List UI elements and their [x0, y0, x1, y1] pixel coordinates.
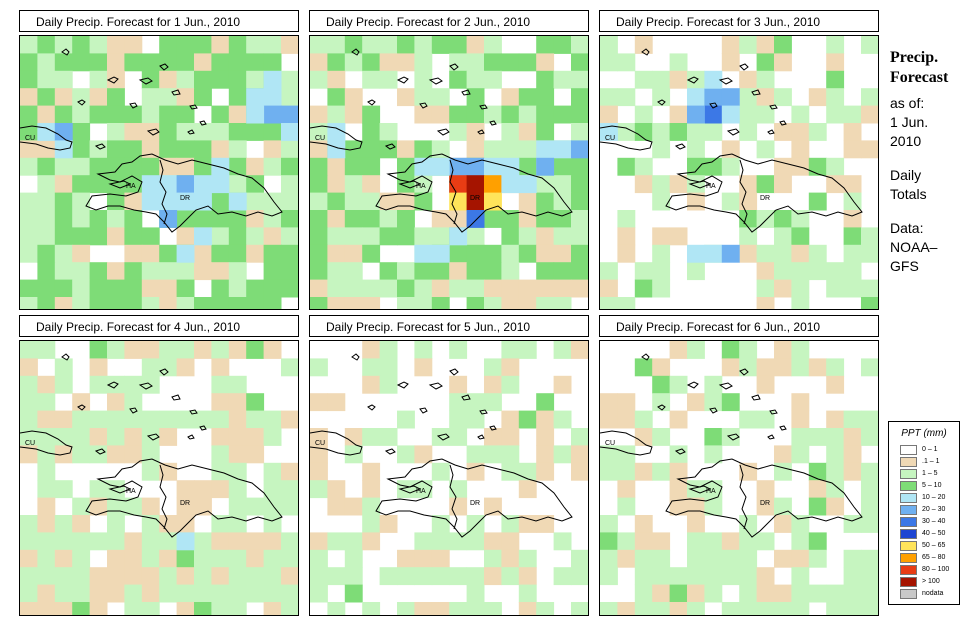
panel-title: Daily Precip. Forecast for 3 Jun., 2010	[599, 10, 879, 32]
legend-title: PPT (mm)	[901, 428, 947, 439]
precip-grid	[310, 36, 588, 309]
legend: PPT (mm) 0 – 1 .1 – 1 1 – 5 5 – 10 10 – 20 20…	[888, 421, 960, 605]
map-label-cuba: CU	[315, 135, 325, 142]
legend-item: nodata	[900, 589, 960, 600]
legend-item: 40 – 50	[900, 529, 960, 540]
legend-item: 30 – 40	[900, 517, 960, 528]
coastlines	[20, 48, 283, 233]
map-label-haiti: HA	[126, 183, 136, 190]
legend-swatch	[900, 553, 917, 563]
legend-label: > 100	[922, 578, 940, 585]
legend-item: 0 – 1	[900, 445, 960, 456]
map-label-dr: DR	[180, 500, 190, 507]
legend-label: .1 – 1	[922, 458, 940, 465]
map-label-haiti: HA	[416, 488, 426, 495]
legend-label: 0 – 1	[922, 446, 938, 453]
map-label-haiti: HA	[706, 183, 716, 190]
precip-grid	[310, 341, 588, 615]
legend-label: 80 – 100	[922, 566, 950, 573]
legend-item: 65 – 80	[900, 553, 960, 564]
data-label: Data:	[890, 220, 924, 236]
coastlines	[600, 353, 863, 538]
map-label-cuba: CU	[315, 440, 325, 447]
precip-grid	[20, 36, 298, 309]
precip-grid	[600, 341, 878, 615]
totals-2: Totals	[890, 186, 927, 202]
map-label-haiti: HA	[126, 488, 136, 495]
precip-map: CU HA DR	[599, 35, 879, 310]
legend-label: nodata	[922, 590, 944, 597]
legend-item: 80 – 100	[900, 565, 960, 576]
legend-item: 10 – 20	[900, 493, 960, 504]
side-title-1: Precip.	[890, 49, 939, 66]
panel-title: Daily Precip. Forecast for 2 Jun., 2010	[309, 10, 589, 32]
legend-item: 20 – 30	[900, 505, 960, 516]
legend-swatch	[900, 481, 917, 491]
asof-date-1: 1 Jun.	[890, 114, 929, 130]
legend-swatch	[900, 565, 917, 575]
map-label-cuba: CU	[605, 440, 615, 447]
legend-label: 5 – 10	[922, 482, 942, 489]
legend-label: 65 – 80	[922, 554, 946, 561]
legend-swatch	[900, 589, 917, 599]
legend-item: 5 – 10	[900, 481, 960, 492]
coastlines	[310, 48, 573, 233]
asof-date-2: 2010	[890, 133, 922, 149]
legend-swatch	[900, 445, 917, 455]
map-label-dr: DR	[760, 195, 770, 202]
totals-1: Daily	[890, 167, 922, 183]
source-2: GFS	[890, 258, 919, 274]
legend-swatch	[900, 493, 917, 503]
legend-swatch	[900, 541, 917, 551]
map-label-cuba: CU	[25, 135, 35, 142]
panel-title: Daily Precip. Forecast for 6 Jun., 2010	[599, 315, 879, 337]
map-label-dr: DR	[180, 195, 190, 202]
source-1: NOAA–	[890, 239, 938, 255]
legend-swatch	[900, 577, 917, 587]
panel-title: Daily Precip. Forecast for 4 Jun., 2010	[19, 315, 299, 337]
precip-grid	[20, 341, 298, 615]
legend-item: 50 – 65	[900, 541, 960, 552]
map-label-haiti: HA	[706, 488, 716, 495]
legend-item: .1 – 1	[900, 457, 960, 468]
legend-label: 20 – 30	[922, 506, 946, 513]
precip-map: CU HA DR	[309, 340, 589, 616]
coastlines	[310, 353, 573, 538]
precip-map: CU HA DR	[19, 340, 299, 616]
panel-title: Daily Precip. Forecast for 5 Jun., 2010	[309, 315, 589, 337]
map-label-dr: DR	[760, 500, 770, 507]
side-info: Precip. Forecast as of: 1 Jun. 2010 Dail…	[890, 48, 975, 276]
legend-swatch	[900, 517, 917, 527]
map-label-cuba: CU	[605, 135, 615, 142]
legend-swatch	[900, 529, 917, 539]
coastlines	[20, 353, 283, 538]
panel-title: Daily Precip. Forecast for 1 Jun., 2010	[19, 10, 299, 32]
legend-label: 50 – 65	[922, 542, 946, 549]
side-title-2: Forecast	[890, 69, 949, 86]
coastlines	[600, 48, 863, 233]
legend-label: 1 – 5	[922, 470, 938, 477]
legend-item: > 100	[900, 577, 960, 588]
legend-swatch	[900, 457, 917, 467]
legend-item: 1 – 5	[900, 469, 960, 480]
asof-label: as of:	[890, 95, 925, 111]
precip-map: CU HA DR	[599, 340, 879, 616]
precip-map: CU HA DR	[309, 35, 589, 310]
precip-grid	[600, 36, 878, 309]
legend-swatch	[900, 469, 917, 479]
legend-label: 10 – 20	[922, 494, 946, 501]
legend-swatch	[900, 505, 917, 515]
map-label-dr: DR	[470, 195, 480, 202]
map-label-dr: DR	[470, 500, 480, 507]
map-label-haiti: HA	[416, 183, 426, 190]
map-label-cuba: CU	[25, 440, 35, 447]
legend-label: 30 – 40	[922, 518, 946, 525]
legend-label: 40 – 50	[922, 530, 946, 537]
precip-map: CU HA DR	[19, 35, 299, 310]
